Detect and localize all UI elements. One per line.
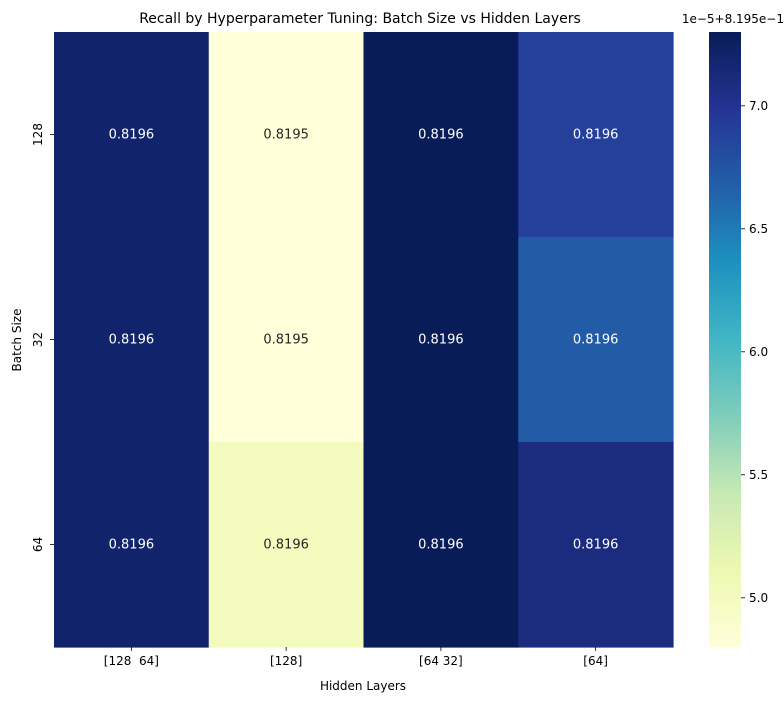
heatmap-cell bbox=[208, 442, 365, 648]
cell-value-label: 0.8195 bbox=[263, 333, 309, 348]
cell-value-label: 0.8196 bbox=[109, 333, 155, 348]
x-tick-label: [64] bbox=[583, 654, 608, 668]
colorbar-tick-label: 5.5 bbox=[749, 468, 768, 482]
cell-value-label: 0.8196 bbox=[573, 333, 619, 348]
cell-value-label: 0.8195 bbox=[263, 128, 309, 143]
heatmap-cell bbox=[363, 442, 519, 648]
y-axis-ticks: 128 32 64 bbox=[31, 123, 54, 552]
heatmap-cells: 0.8196 0.8195 0.8196 0.8196 0.8196 0.8195 0.81… bbox=[54, 32, 674, 648]
y-tick-label: 32 bbox=[31, 332, 45, 347]
y-axis-label: Batch Size bbox=[10, 309, 24, 372]
chart-title: Recall by Hyperparameter Tuning: Batch S… bbox=[139, 11, 581, 27]
heatmap-cell bbox=[363, 237, 519, 443]
y-tick-label: 64 bbox=[31, 537, 45, 552]
x-tick-label: [128] bbox=[270, 654, 302, 668]
x-tick-label: [64 32] bbox=[419, 654, 463, 668]
heatmap-cell bbox=[208, 237, 365, 443]
x-axis-ticks: [128 64] [128] [64 32] [64] bbox=[104, 647, 608, 668]
cell-value-label: 0.8196 bbox=[418, 538, 464, 553]
heatmap-cell bbox=[518, 237, 674, 443]
cell-value-label: 0.8196 bbox=[573, 128, 619, 143]
heatmap-cell bbox=[518, 442, 674, 648]
colorbar-tick-label: 6.0 bbox=[749, 345, 768, 359]
heatmap-cell bbox=[518, 32, 674, 238]
heatmap-cell bbox=[54, 32, 210, 238]
cell-value-label: 0.8196 bbox=[418, 333, 464, 348]
colorbar-tick-label: 6.5 bbox=[749, 222, 768, 236]
heatmap-cell bbox=[363, 32, 519, 238]
x-tick-label: [128 64] bbox=[104, 654, 159, 668]
x-axis-label: Hidden Layers bbox=[320, 679, 406, 693]
cell-value-label: 0.8196 bbox=[418, 128, 464, 143]
colorbar-offset-label: 1e−5+8.195e−1 bbox=[682, 12, 784, 26]
heatmap-cell bbox=[54, 442, 210, 648]
cell-value-label: 0.8196 bbox=[573, 538, 619, 553]
colorbar-ticks: 5.0 5.5 6.0 6.5 7.0 bbox=[741, 99, 768, 605]
colorbar-tick-label: 5.0 bbox=[749, 591, 768, 605]
colorbar-tick-label: 7.0 bbox=[749, 99, 768, 113]
y-tick-label: 128 bbox=[31, 123, 45, 146]
cell-value-label: 0.8196 bbox=[109, 128, 155, 143]
heatmap-cell bbox=[54, 237, 210, 443]
colorbar bbox=[709, 32, 741, 647]
heatmap-cell bbox=[208, 32, 365, 238]
cell-value-label: 0.8196 bbox=[109, 538, 155, 553]
cell-value-label: 0.8196 bbox=[263, 538, 309, 553]
